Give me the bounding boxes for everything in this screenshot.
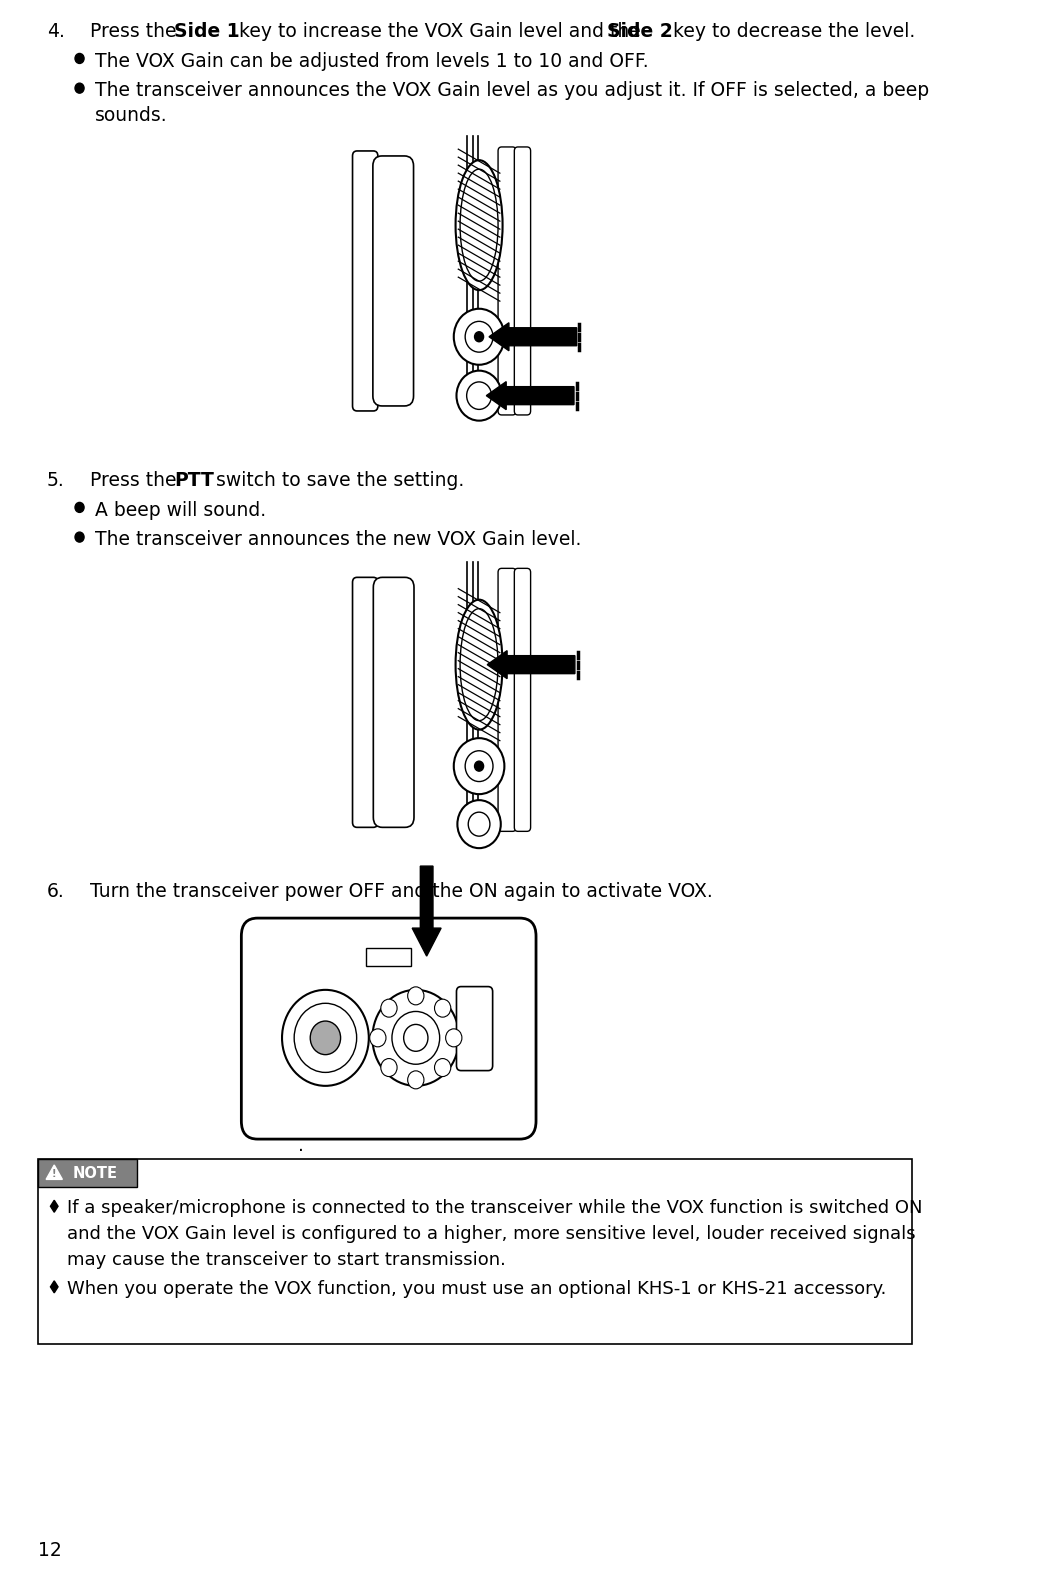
Circle shape [75,502,84,513]
Circle shape [294,1003,356,1072]
FancyArrow shape [488,651,575,679]
Circle shape [380,1000,397,1017]
FancyBboxPatch shape [498,568,516,832]
Circle shape [404,1025,428,1052]
Circle shape [475,761,483,771]
Text: 4.: 4. [47,22,65,41]
Text: Press the: Press the [90,471,183,489]
Circle shape [467,382,492,409]
Circle shape [454,737,504,794]
Circle shape [469,812,490,837]
FancyBboxPatch shape [373,578,414,827]
Bar [38,1159,138,1187]
Circle shape [475,332,483,341]
Text: If a speaker/microphone is connected to the transceiver while the VOX function i: If a speaker/microphone is connected to … [67,1198,923,1217]
Circle shape [75,532,84,542]
Polygon shape [50,1200,58,1213]
Text: 12: 12 [38,1541,62,1560]
FancyBboxPatch shape [456,987,493,1071]
Polygon shape [46,1165,62,1180]
Text: 6.: 6. [47,883,65,902]
Text: Side 2: Side 2 [607,22,673,41]
Bar [38,1159,912,1344]
Text: When you operate the VOX function, you must use an optional KHS-1 or KHS-21 acce: When you operate the VOX function, you m… [67,1279,886,1298]
Bar [366,947,411,966]
Circle shape [370,1030,386,1047]
Text: Side 1: Side 1 [174,22,240,41]
Circle shape [75,84,84,93]
Circle shape [434,1000,451,1017]
Polygon shape [50,1281,58,1293]
Text: may cause the transceiver to start transmission.: may cause the transceiver to start trans… [67,1251,506,1270]
Text: The transceiver announces the new VOX Gain level.: The transceiver announces the new VOX Ga… [95,531,581,549]
Text: A beep will sound.: A beep will sound. [95,501,266,519]
Circle shape [466,322,493,352]
Circle shape [75,54,84,63]
Text: sounds.: sounds. [95,106,167,125]
Circle shape [380,1058,397,1077]
FancyBboxPatch shape [242,917,536,1138]
Text: key to increase the VOX Gain level and the: key to increase the VOX Gain level and t… [233,22,647,41]
Circle shape [446,1030,461,1047]
Text: switch to save the setting.: switch to save the setting. [210,471,465,489]
FancyBboxPatch shape [514,568,531,832]
Circle shape [457,801,500,848]
Text: NOTE: NOTE [73,1165,118,1181]
Text: !: ! [51,1168,57,1180]
Circle shape [282,990,369,1086]
Text: Turn the transceiver power OFF and the ON again to activate VOX.: Turn the transceiver power OFF and the O… [90,883,714,902]
Circle shape [408,987,424,1004]
Text: and the VOX Gain level is configured to a higher, more sensitive level, louder r: and the VOX Gain level is configured to … [67,1225,915,1243]
FancyBboxPatch shape [373,156,413,406]
Text: .: . [298,1137,304,1156]
FancyBboxPatch shape [514,147,531,415]
Text: key to decrease the level.: key to decrease the level. [666,22,915,41]
FancyBboxPatch shape [352,152,378,411]
FancyArrow shape [487,382,574,409]
Circle shape [310,1022,341,1055]
Ellipse shape [455,159,502,291]
Circle shape [456,371,501,420]
Text: PTT: PTT [174,471,214,489]
Circle shape [392,1012,439,1064]
FancyBboxPatch shape [352,578,378,827]
Ellipse shape [455,600,502,729]
Text: 5.: 5. [47,471,65,489]
FancyArrow shape [412,867,441,957]
Circle shape [372,990,459,1086]
Text: Press the: Press the [90,22,183,41]
Circle shape [408,1071,424,1090]
FancyBboxPatch shape [498,147,516,415]
Circle shape [434,1058,451,1077]
Circle shape [466,750,493,782]
Text: The transceiver announces the VOX Gain level as you adjust it. If OFF is selecte: The transceiver announces the VOX Gain l… [95,82,929,101]
Text: The VOX Gain can be adjusted from levels 1 to 10 and OFF.: The VOX Gain can be adjusted from levels… [95,52,648,71]
Circle shape [454,309,504,365]
FancyArrow shape [489,322,577,351]
